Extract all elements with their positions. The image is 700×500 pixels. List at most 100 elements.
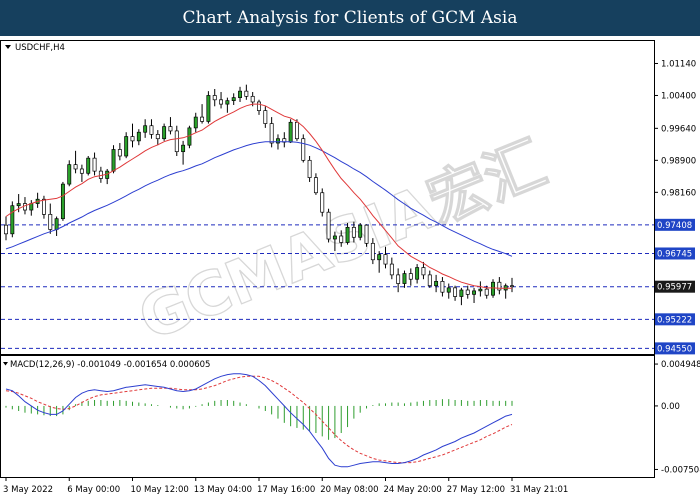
candle bbox=[497, 277, 502, 295]
bear-candle-body bbox=[73, 164, 78, 170]
candle bbox=[10, 201, 15, 238]
candle bbox=[257, 99, 261, 115]
bull-candle-body bbox=[16, 203, 21, 207]
bear-candle-body bbox=[421, 267, 426, 276]
bull-candle-body bbox=[181, 144, 186, 153]
candle bbox=[301, 134, 306, 163]
candle bbox=[41, 195, 46, 219]
bull-candle-body bbox=[276, 138, 280, 144]
bear-candle-body bbox=[174, 130, 179, 153]
bear-candle-body bbox=[408, 273, 413, 280]
candle bbox=[29, 200, 34, 216]
candle bbox=[307, 155, 312, 182]
macd-signal-line bbox=[5, 375, 513, 464]
bear-candle-body bbox=[212, 95, 217, 101]
bear-candle-body bbox=[301, 138, 306, 161]
bear-candle-body bbox=[351, 226, 356, 238]
candle bbox=[60, 181, 65, 221]
macd-axis-label: 0.004948 bbox=[661, 360, 700, 370]
bull-candle-body bbox=[459, 289, 464, 297]
candle bbox=[149, 119, 154, 139]
bull-candle-body bbox=[402, 273, 407, 284]
candle bbox=[105, 168, 110, 185]
price-axis-label: 1.00400 bbox=[661, 91, 696, 101]
bull-candle-body bbox=[86, 157, 91, 174]
time-axis-label: 31 May 21:01 bbox=[510, 485, 568, 495]
time-axis-label: 20 May 08:00 bbox=[320, 485, 378, 495]
candle bbox=[408, 268, 413, 286]
macd-axis-label: 0.00 bbox=[661, 402, 680, 412]
candle bbox=[111, 145, 116, 174]
candle bbox=[332, 231, 337, 252]
level-price-badge bbox=[655, 342, 695, 355]
price-axis-label: 0.99640 bbox=[661, 124, 696, 134]
time-axis-label: 13 May 04:00 bbox=[194, 485, 252, 495]
candle bbox=[219, 92, 223, 109]
candle bbox=[200, 104, 205, 124]
candle bbox=[320, 188, 325, 217]
candle bbox=[491, 279, 495, 298]
bear-candle-body bbox=[510, 285, 514, 288]
bear-candle-body bbox=[149, 125, 154, 135]
bull-candle-body bbox=[345, 226, 350, 243]
bear-candle-body bbox=[307, 159, 312, 178]
time-axis-label: 17 May 16:00 bbox=[257, 485, 315, 495]
candle bbox=[54, 216, 59, 236]
candle bbox=[193, 112, 198, 133]
level-price-label: 0.97408 bbox=[657, 221, 692, 231]
bull-candle-body bbox=[29, 203, 34, 211]
bear-candle-body bbox=[4, 224, 8, 235]
bear-candle-body bbox=[250, 95, 255, 103]
candle bbox=[383, 246, 388, 269]
candle bbox=[162, 123, 167, 141]
bear-candle-body bbox=[244, 90, 249, 97]
macd-dropdown-triangle-icon[interactable] bbox=[3, 362, 8, 366]
bear-candle-body bbox=[130, 136, 135, 142]
candle bbox=[67, 160, 72, 187]
bull-candle-body bbox=[415, 267, 420, 280]
level-price-label: 0.95222 bbox=[657, 315, 692, 325]
level-price-badge bbox=[655, 218, 695, 231]
main-chart-frame bbox=[0, 40, 655, 355]
candle bbox=[136, 129, 141, 146]
level-price-label: 0.94550 bbox=[657, 344, 692, 354]
time-axis-label: 3 May 2022 bbox=[3, 485, 53, 495]
candle bbox=[295, 119, 299, 141]
candle bbox=[48, 203, 53, 234]
candle bbox=[238, 86, 242, 102]
bear-candle-body bbox=[339, 235, 344, 243]
bull-candle-body bbox=[193, 116, 198, 129]
bull-candle-body bbox=[225, 100, 230, 105]
candle bbox=[465, 285, 470, 299]
candle bbox=[73, 150, 78, 174]
bear-candle-body bbox=[269, 123, 274, 144]
time-axis-label: 27 May 12:00 bbox=[447, 485, 505, 495]
bear-candle-body bbox=[364, 224, 369, 244]
dropdown-triangle-icon[interactable] bbox=[5, 45, 11, 49]
candle bbox=[503, 283, 508, 299]
bear-candle-body bbox=[389, 263, 394, 276]
time-axis-label: 6 May 00:00 bbox=[67, 485, 120, 495]
candle bbox=[143, 119, 148, 138]
bull-candle-body bbox=[472, 290, 477, 295]
candle bbox=[459, 287, 464, 306]
candle bbox=[212, 88, 217, 107]
candle bbox=[92, 152, 97, 176]
candle bbox=[225, 97, 230, 113]
bull-candle-body bbox=[478, 288, 483, 292]
candle bbox=[377, 251, 382, 273]
price-axis-label: 0.98160 bbox=[661, 188, 696, 198]
candle bbox=[35, 192, 40, 208]
candle bbox=[282, 132, 287, 148]
bull-candle-body bbox=[206, 95, 211, 122]
candle bbox=[453, 285, 458, 301]
time-axis-label: 10 May 12:00 bbox=[131, 485, 189, 495]
macd-indicator-label: MACD(12,26,9) -0.001049 -0.001654 0.0006… bbox=[10, 360, 210, 370]
candle bbox=[402, 270, 407, 288]
bear-candle-body bbox=[41, 198, 46, 215]
candle bbox=[117, 143, 122, 161]
bear-candle-body bbox=[92, 157, 97, 172]
bull-candle-body bbox=[67, 164, 72, 185]
bull-candle-body bbox=[60, 183, 65, 220]
candle bbox=[326, 208, 331, 243]
